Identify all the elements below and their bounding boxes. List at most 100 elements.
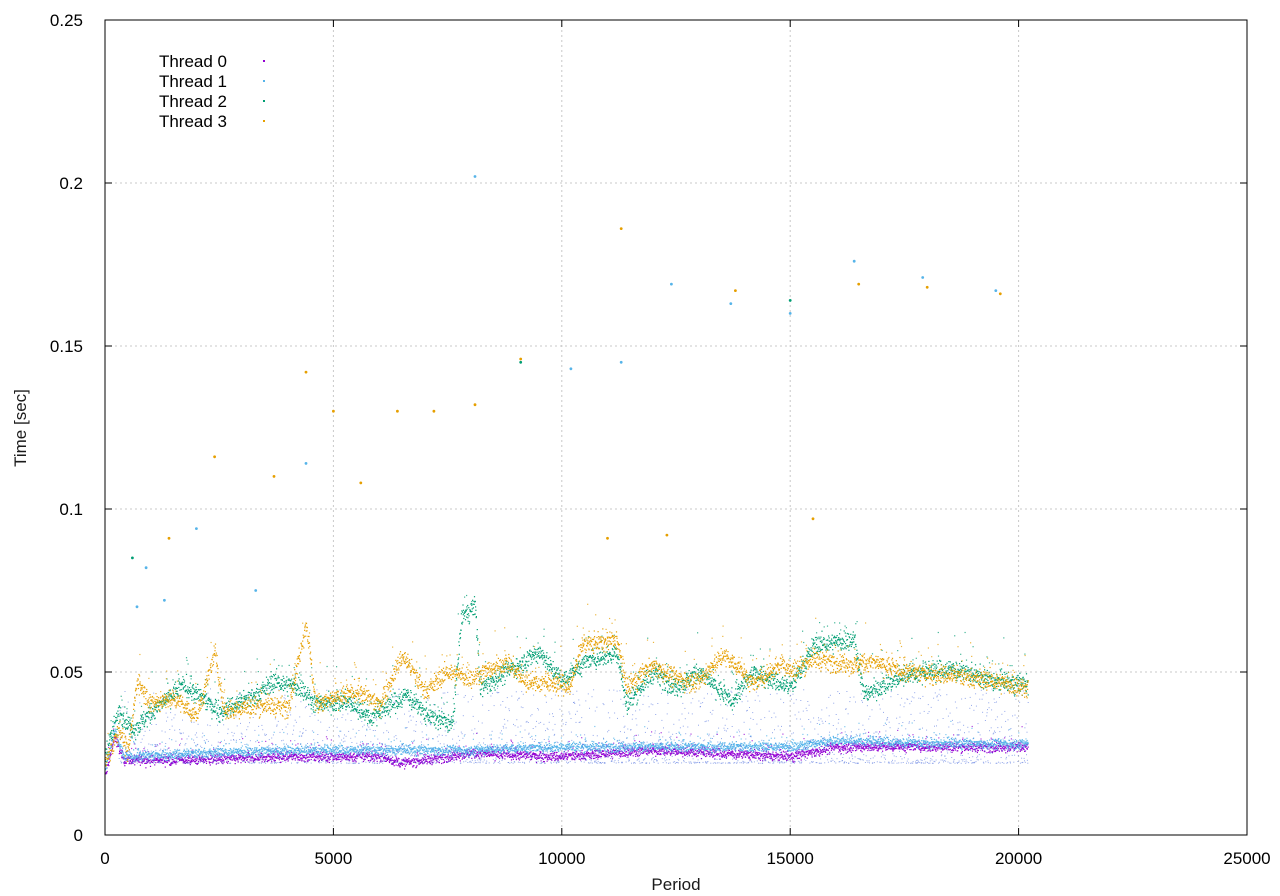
data-point: [369, 750, 370, 751]
data-point: [355, 757, 356, 758]
data-point: [163, 763, 164, 764]
data-point: [128, 757, 129, 758]
data-point: [228, 752, 229, 753]
data-point: [846, 744, 847, 745]
data-point: [652, 751, 653, 752]
data-point: [223, 745, 224, 746]
data-point: [217, 753, 218, 754]
data-point: [346, 759, 347, 760]
data-point: [223, 754, 224, 755]
data-point: [304, 749, 305, 750]
data-point: [660, 754, 661, 755]
data-point: [322, 755, 323, 756]
data-point: [273, 748, 274, 749]
data-point: [658, 753, 659, 754]
data-point: [197, 755, 198, 756]
data-point: [318, 745, 319, 746]
data-point: [140, 752, 141, 753]
data-point: [566, 752, 567, 753]
data-point: [162, 756, 163, 757]
data-point: [398, 746, 399, 747]
data-point: [369, 752, 370, 753]
data-point: [283, 743, 284, 744]
data-point: [972, 726, 973, 727]
data-point: [382, 755, 383, 756]
data-point: [299, 736, 300, 737]
data-point: [109, 752, 110, 753]
data-point: [146, 763, 147, 764]
data-point: [264, 752, 265, 753]
data-point: [881, 748, 882, 749]
data-point: [267, 751, 268, 752]
data-point: [363, 761, 364, 762]
data-point: [443, 750, 444, 751]
data-point: [249, 751, 250, 752]
data-point: [138, 756, 139, 757]
data-point: [530, 759, 531, 760]
data-point: [108, 764, 109, 765]
data-point: [868, 736, 869, 737]
data-point: [369, 754, 370, 755]
data-point: [623, 752, 624, 753]
data-point: [305, 755, 306, 756]
data-point: [480, 753, 481, 754]
data-point: [229, 743, 230, 744]
data-point: [158, 756, 159, 757]
data-point: [280, 757, 281, 758]
data-point: [410, 747, 411, 748]
data-point: [651, 731, 652, 732]
data-point: [426, 739, 427, 740]
data-point: [459, 746, 460, 747]
data-point: [200, 754, 201, 755]
data-point: [643, 751, 644, 752]
data-point: [417, 752, 418, 753]
data-point: [762, 749, 763, 750]
data-point: [487, 755, 488, 756]
data-point: [459, 751, 460, 752]
data-point: [879, 731, 880, 732]
data-point: [171, 753, 172, 754]
data-point: [262, 741, 263, 742]
data-point: [841, 732, 842, 733]
data-point: [408, 761, 409, 762]
data-point: [554, 753, 555, 754]
data-point: [512, 742, 513, 743]
data-point: [797, 751, 798, 752]
data-point: [186, 748, 187, 749]
data-point: [511, 741, 512, 742]
data-point: [419, 751, 420, 752]
data-point: [371, 757, 372, 758]
data-point: [213, 749, 214, 750]
data-point: [359, 753, 360, 754]
data-point: [244, 759, 245, 760]
data-point: [694, 754, 695, 755]
data-point: [430, 758, 431, 759]
data-point: [299, 750, 300, 751]
data-point: [383, 758, 384, 759]
data-point: [118, 743, 119, 744]
data-point: [436, 748, 437, 749]
data-point: [259, 759, 260, 760]
data-point: [408, 751, 409, 752]
data-point: [875, 745, 876, 746]
data-point: [601, 752, 602, 753]
data-point: [450, 760, 451, 761]
data-point: [416, 755, 417, 756]
data-point: [833, 746, 834, 747]
data-point: [344, 751, 345, 752]
data-point: [275, 744, 276, 745]
data-point: [537, 755, 538, 756]
data-point: [297, 748, 298, 749]
data-point: [549, 741, 550, 742]
data-point: [388, 751, 389, 752]
data-point: [295, 759, 296, 760]
data-point: [733, 755, 734, 756]
data-point: [982, 750, 983, 751]
data-point: [111, 746, 112, 747]
data-point: [297, 747, 298, 748]
data-point: [424, 749, 425, 750]
data-point: [274, 755, 275, 756]
data-point: [748, 752, 749, 753]
data-point: [320, 758, 321, 759]
data-point: [391, 748, 392, 749]
